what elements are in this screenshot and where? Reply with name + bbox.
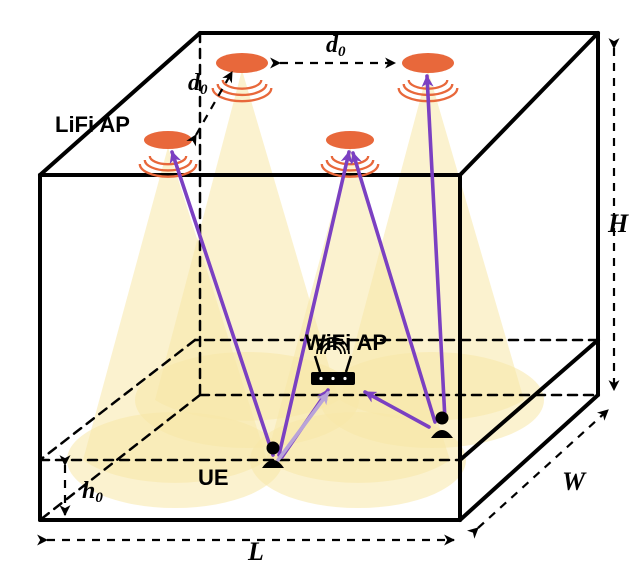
label-d0-a: d0 [188,70,208,98]
label-wifi: WiFi AP [305,330,387,355]
label-ue: UE [198,465,229,490]
label-L: L [247,537,264,566]
label-lifi: LiFi AP [55,112,130,137]
lifi-cones [67,70,544,508]
label-H: H [607,209,629,238]
label-W: W [562,467,587,496]
label-d0-b: d0 [326,32,346,60]
